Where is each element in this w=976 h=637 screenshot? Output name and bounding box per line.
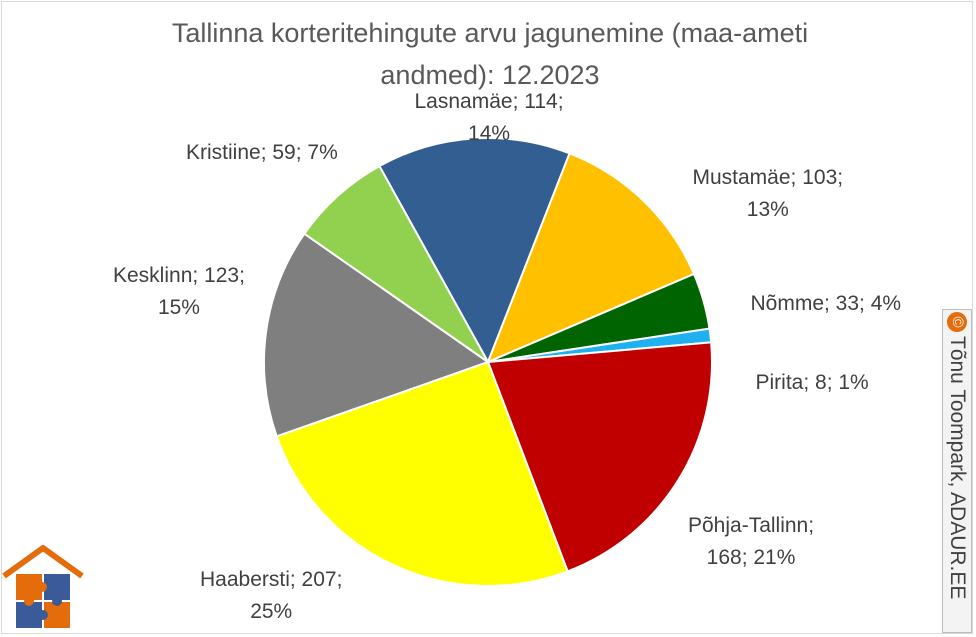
chart-title-line-1: Tallinna korteritehingute arvu jagunemin… <box>171 18 809 48</box>
slice-label: Lasnamäe; 114; 14% <box>415 86 564 150</box>
pie-slice-p-hja-tallinn <box>486 341 713 573</box>
slice-label: Haabersti; 207; 25% <box>200 564 342 628</box>
pie-slice-kesklinn <box>263 232 491 438</box>
copyright-text: Tõnu Toompark, ADAUR.EE <box>946 336 969 600</box>
slice-label: Põhja-Tallinn; 168; 21% <box>688 510 814 574</box>
slice-label-line: Haabersti; 207; <box>200 568 343 591</box>
slice-label-line: Kristiine; 59; 7% <box>186 141 338 164</box>
slice-label: Kesklinn; 123; 15% <box>113 260 245 324</box>
copyright-icon: © <box>947 312 967 332</box>
slice-label: Pirita; 8; 1% <box>756 367 869 399</box>
chart-title: Tallinna korteritehingute arvu jagunemin… <box>100 12 880 96</box>
slice-label-line: 14% <box>468 122 511 145</box>
pie-slice-kristiine <box>302 164 489 363</box>
slice-label-line: 15% <box>157 296 200 319</box>
slice-label-line: Nõmme; 33; 4% <box>750 292 902 315</box>
pie-slice-haabersti <box>275 360 569 587</box>
slice-label-line: 168; 21% <box>706 546 796 569</box>
chart-title-line-2: andmed): 12.2023 <box>380 60 600 90</box>
slice-label-line: 25% <box>250 600 293 623</box>
house-puzzle-logo-icon <box>2 545 84 628</box>
slice-label-line: Põhja-Tallinn; <box>688 514 815 537</box>
slice-label-line: Mustamäe; 103; <box>692 166 844 189</box>
slice-label: Kristiine; 59; 7% <box>186 137 338 169</box>
pie-slice-lasnam-e <box>378 137 571 365</box>
slice-label-line: Lasnamäe; 114; <box>414 90 564 113</box>
copyright-banner: © Tõnu Toompark, ADAUR.EE <box>942 309 972 633</box>
slice-label: Nõmme; 33; 4% <box>751 288 902 320</box>
slice-label-line: Kesklinn; 123; <box>113 264 245 287</box>
slice-label-line: 13% <box>746 198 789 221</box>
slice-label-line: Pirita; 8; 1% <box>755 371 869 394</box>
copyright-text-wrap: © Tõnu Toompark, ADAUR.EE <box>944 312 970 599</box>
pie-slice-mustam-e <box>486 152 696 364</box>
slice-label: Mustamäe; 103; 13% <box>693 162 844 226</box>
